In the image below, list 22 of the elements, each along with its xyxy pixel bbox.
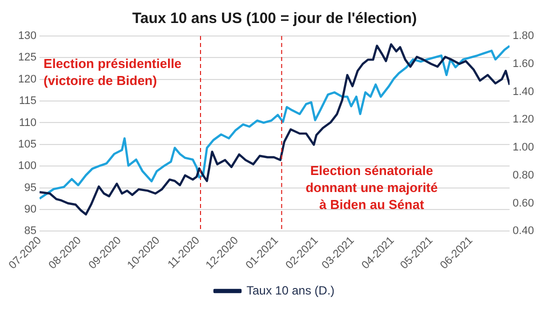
y2-tick-label: 1.80 bbox=[512, 30, 534, 42]
y-tick-label: 95 bbox=[24, 182, 37, 194]
y-tick-label: 90 bbox=[24, 203, 37, 216]
y2-tick-label: 1.40 bbox=[512, 86, 534, 98]
legend-label: Taux 10 ans (D.) bbox=[246, 283, 335, 298]
y2-tick-label: 1.60 bbox=[512, 58, 534, 70]
y-tick-label: 125 bbox=[18, 52, 37, 64]
y-tick-label: 105 bbox=[18, 138, 37, 150]
y2-tick-label: 0.60 bbox=[512, 197, 534, 210]
y-tick-label: 120 bbox=[18, 73, 37, 86]
chart-title: Taux 10 ans US (100 = jour de l'élection) bbox=[132, 10, 417, 28]
annotation: Election présidentielle (victoire de Biden) bbox=[44, 56, 182, 88]
y2-tick-label: 1.20 bbox=[512, 114, 534, 126]
y-tick-label: 85 bbox=[24, 225, 37, 238]
y-tick-label: 100 bbox=[18, 160, 37, 172]
annotation: Election sénatoriale donnant une majorité à Biden au Sénat bbox=[306, 162, 438, 212]
y2-tick-label: 0.40 bbox=[512, 225, 534, 238]
y2-tick-label: 1.00 bbox=[512, 142, 534, 154]
y2-tick-label: 0.80 bbox=[512, 169, 534, 182]
y-tick-label: 115 bbox=[19, 95, 37, 108]
y-tick-label: 110 bbox=[19, 116, 37, 129]
y-tick-label: 130 bbox=[18, 30, 37, 42]
